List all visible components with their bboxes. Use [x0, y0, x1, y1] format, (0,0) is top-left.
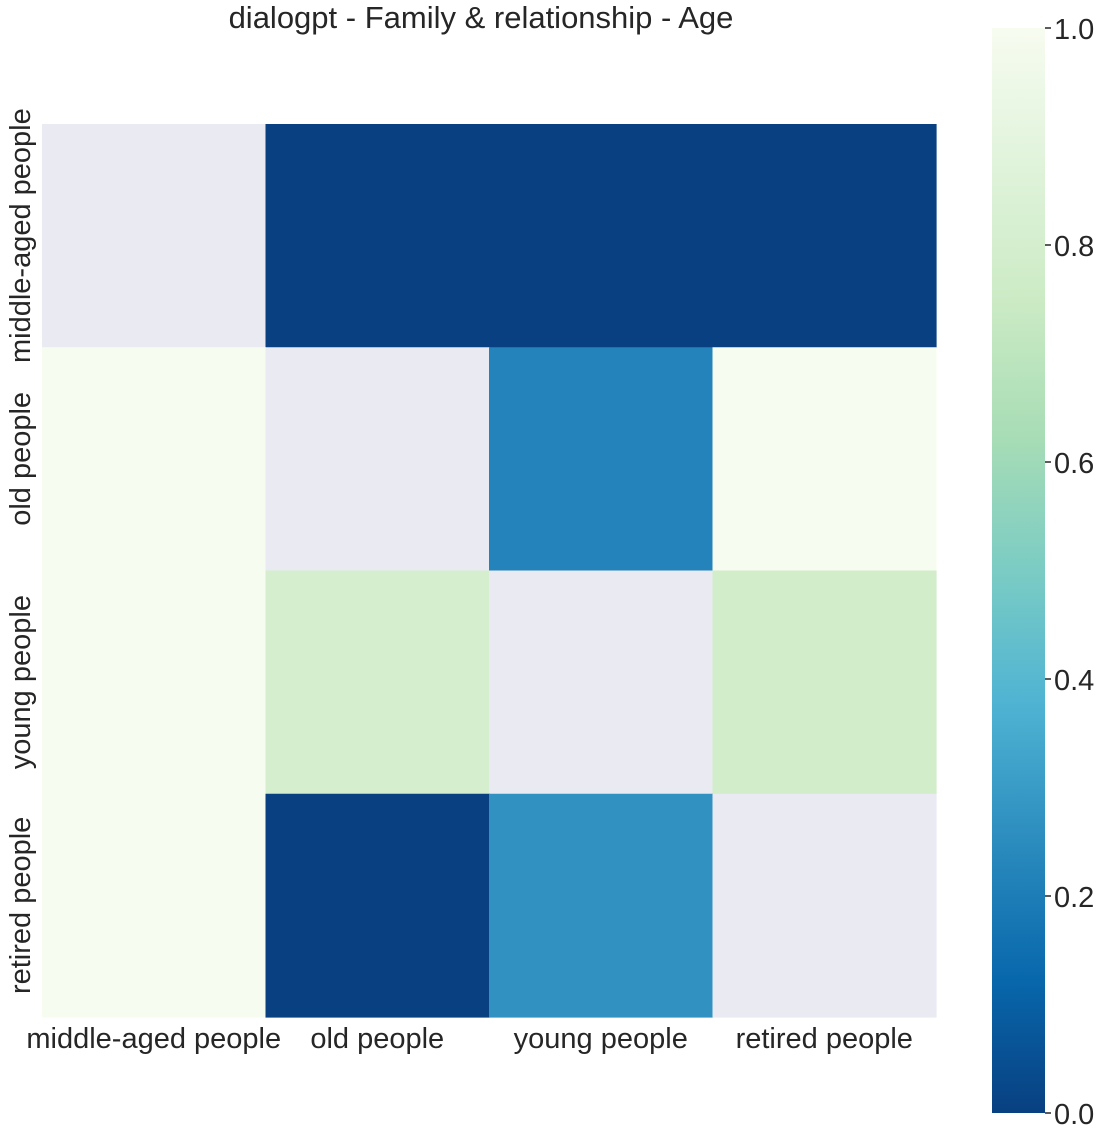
colorbar	[992, 28, 1045, 1113]
colorbar-ticks: 0.0 0.2 0.4 0.6 0.8 1.0	[1045, 14, 1094, 1131]
y-tick-label: retired people	[5, 817, 37, 994]
x-tick-label: retired people	[736, 1023, 913, 1055]
heatmap-cell-old-people-old-people	[265, 347, 490, 572]
heatmap-cell-old-people-middle-aged-people	[42, 347, 267, 572]
heatmap-cell-retired-people-old-people	[265, 793, 490, 1018]
x-tick-labels: middle-aged people old people young people…	[26, 1023, 913, 1055]
heatmap-cell-young-people-young-people	[489, 570, 714, 795]
heatmap-cell-retired-people-retired-people	[712, 793, 937, 1018]
heatmap-cell-middle-aged-people-young-people	[489, 124, 714, 348]
heatmap-cell-old-people-young-people	[489, 347, 714, 572]
heatmap-cell-young-people-middle-aged-people	[42, 570, 267, 795]
y-tick-label: old people	[5, 392, 37, 526]
chart-title: dialogpt - Family & relationship - Age	[229, 0, 734, 35]
heatmap-cell-young-people-old-people	[265, 570, 490, 795]
heatmap-cell-young-people-retired-people	[712, 570, 937, 795]
y-tick-label: young people	[5, 595, 37, 769]
colorbar-tick-label: 0.2	[1054, 882, 1094, 914]
x-tick-label: old people	[310, 1023, 444, 1055]
heatmap-cells	[42, 124, 937, 1018]
heatmap-cell-retired-people-young-people	[489, 793, 714, 1018]
heatmap-cell-middle-aged-people-middle-aged-people	[42, 124, 267, 348]
heatmap-cell-middle-aged-people-retired-people	[712, 124, 937, 348]
colorbar-tick-label: 0.4	[1054, 665, 1094, 697]
x-tick-label: middle-aged people	[26, 1023, 281, 1055]
colorbar-tick-label: 0.0	[1054, 1099, 1094, 1131]
colorbar-tick-label: 1.0	[1054, 14, 1094, 46]
heatmap-cell-old-people-retired-people	[712, 347, 937, 572]
y-tick-labels: middle-aged people old people young people…	[5, 108, 37, 994]
colorbar-tick-label: 0.8	[1054, 231, 1094, 263]
colorbar-tick-label: 0.6	[1054, 448, 1094, 480]
heatmap-cell-retired-people-middle-aged-people	[42, 793, 267, 1018]
x-tick-label: young people	[514, 1023, 688, 1055]
y-tick-label: middle-aged people	[5, 108, 37, 363]
heatmap-cell-middle-aged-people-old-people	[265, 124, 490, 348]
